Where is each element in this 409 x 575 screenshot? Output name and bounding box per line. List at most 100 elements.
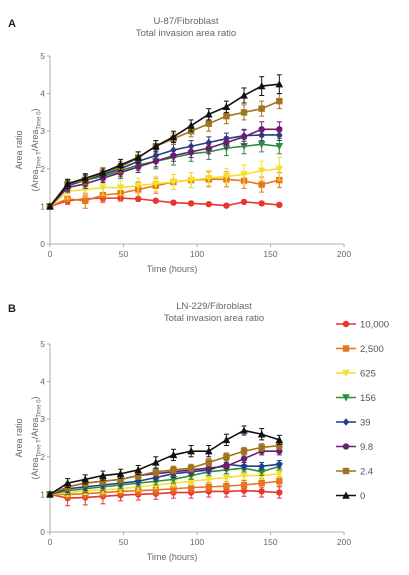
data-point <box>276 201 283 209</box>
data-point <box>170 485 177 492</box>
data-point <box>240 455 248 462</box>
legend-label: 2,500 <box>360 344 384 355</box>
panel-label: B <box>8 303 16 315</box>
data-point <box>116 161 125 169</box>
y-axis-label-part: Time 0 <box>37 399 43 418</box>
data-point <box>187 148 195 156</box>
data-point <box>222 474 231 482</box>
data-point <box>240 133 248 141</box>
data-point <box>169 450 178 459</box>
data-point <box>187 464 195 472</box>
data-point <box>204 476 213 484</box>
data-point <box>187 121 195 129</box>
y-axis-label-part: Time T <box>37 151 43 170</box>
data-point <box>240 472 248 480</box>
data-point <box>257 141 266 149</box>
y-tick-label: 2 <box>40 164 45 174</box>
data-point <box>169 178 178 186</box>
y-tick-label: 5 <box>40 339 45 349</box>
legend-swatch-marker <box>342 320 350 328</box>
series-line <box>49 463 280 496</box>
series-9-8 <box>46 121 283 210</box>
x-tick-label: 150 <box>263 249 277 259</box>
data-point <box>82 197 89 204</box>
y-axis-label-part: Time T <box>37 439 43 458</box>
data-point <box>99 184 107 192</box>
data-point <box>170 152 177 159</box>
data-point <box>63 179 72 188</box>
data-point <box>152 458 160 466</box>
data-point <box>81 475 90 483</box>
data-point <box>240 171 248 179</box>
series-line <box>49 465 280 496</box>
y-tick-label: 1 <box>40 489 45 499</box>
legend-label: 625 <box>360 369 376 380</box>
data-point <box>205 459 212 466</box>
data-point <box>46 490 54 498</box>
data-point <box>240 91 248 99</box>
y-tick-label: 4 <box>40 377 45 387</box>
data-point <box>63 479 72 487</box>
legend-label: 39 <box>360 418 371 429</box>
series-line <box>49 429 280 496</box>
data-point <box>222 173 231 181</box>
data-point <box>223 453 230 460</box>
y-axis-label-part: (Area <box>30 457 40 479</box>
x-tick-label: 100 <box>190 537 204 547</box>
data-point <box>258 105 265 112</box>
data-point <box>152 158 160 165</box>
legend-swatch-marker <box>342 418 350 426</box>
chart-title: LN-229/Fibroblast <box>176 301 252 312</box>
data-point <box>276 489 283 496</box>
data-point <box>240 198 248 206</box>
data-point <box>276 97 283 105</box>
y-axis-label-formula: (AreaTime T/AreaTime 0) <box>30 109 43 192</box>
y-axis-label-formula: (AreaTime T/AreaTime 0) <box>30 397 43 480</box>
series-line <box>49 168 280 208</box>
data-point <box>99 471 107 479</box>
y-axis-label: Area ratio <box>14 418 24 457</box>
data-point <box>205 483 212 491</box>
data-point <box>258 488 265 495</box>
series-2-4 <box>46 93 283 210</box>
data-point <box>135 472 142 479</box>
data-point <box>134 153 142 161</box>
y-tick-label: 5 <box>40 51 45 61</box>
data-point <box>275 435 284 444</box>
data-point <box>152 197 160 204</box>
data-point <box>152 180 160 188</box>
data-point <box>223 202 230 209</box>
legend-label: 2.4 <box>360 467 373 478</box>
data-point <box>222 435 231 444</box>
legend-label: 156 <box>360 393 376 404</box>
data-point <box>223 463 230 470</box>
data-point <box>187 176 195 185</box>
data-point <box>258 181 265 188</box>
data-point <box>240 462 248 470</box>
y-tick-label: 0 <box>40 239 45 249</box>
y-tick-label: 3 <box>40 414 45 424</box>
data-point <box>257 167 266 175</box>
data-point <box>152 142 160 150</box>
data-point <box>258 444 265 451</box>
data-point <box>152 486 160 494</box>
y-tick-label: 1 <box>40 201 45 211</box>
y-axis-label-part: ) <box>30 109 40 112</box>
data-point <box>169 132 178 141</box>
data-point <box>276 478 283 485</box>
legend: 10,000 2,500 625 156 39 9.8 2.4 0 <box>336 320 389 502</box>
data-point <box>99 168 107 176</box>
data-point <box>258 200 265 207</box>
data-point <box>99 478 107 485</box>
x-tick-label: 200 <box>337 537 351 547</box>
data-point <box>187 200 195 207</box>
chart-title: U-87/Fibroblast <box>154 16 219 27</box>
y-axis-label-part: Time 0 <box>37 111 43 130</box>
series-0 <box>46 74 284 210</box>
data-point <box>240 447 248 455</box>
x-tick-label: 0 <box>48 537 53 547</box>
data-point <box>240 109 248 116</box>
